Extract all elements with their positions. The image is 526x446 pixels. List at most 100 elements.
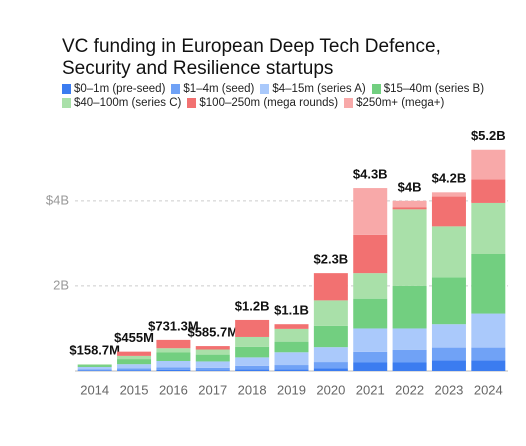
bar-segment <box>274 365 309 370</box>
x-tick-label: 2021 <box>356 382 385 397</box>
y-tick-label: 2B <box>53 277 69 292</box>
total-label: $158.7M <box>69 343 120 358</box>
bar-segment <box>471 313 506 348</box>
bar-segment <box>156 339 191 349</box>
bar-segment <box>471 202 506 254</box>
total-label: $585.7M <box>187 325 238 340</box>
total-label: $4B <box>398 179 422 194</box>
bar-segment <box>117 359 152 365</box>
bar-segment <box>353 298 388 329</box>
legend-swatch <box>187 98 197 108</box>
bar-segment <box>471 149 506 180</box>
bar-segment <box>313 347 348 363</box>
legend-item: $0–1m (pre-seed) <box>62 83 165 95</box>
bar-segment <box>471 254 506 314</box>
legend: $0–1m (pre-seed) $1–4m (seed) $4–15m (seri… <box>62 83 502 109</box>
legend-item: $100–250m (mega rounds) <box>187 97 338 109</box>
legend-swatch <box>371 84 381 94</box>
legend-item: $15–40m (series B) <box>371 83 484 95</box>
bar-segment <box>117 368 152 371</box>
legend-label: $4–15m (series A) <box>272 83 366 95</box>
bar-segment <box>77 364 112 366</box>
total-label: $4.2B <box>432 171 467 186</box>
bar-segment <box>392 209 427 286</box>
legend-swatch <box>344 98 354 108</box>
legend-item: $4–15m (series A) <box>260 83 366 95</box>
x-tick-label: 2017 <box>198 382 227 397</box>
bar-segment <box>117 364 152 369</box>
bar-segment <box>235 357 270 366</box>
legend-swatch <box>171 84 181 94</box>
chart-title: VC funding in European Deep Tech Defence… <box>62 36 441 79</box>
legend-swatch <box>260 84 270 94</box>
bar-segment <box>195 367 230 371</box>
bar-segment <box>274 352 309 366</box>
bar-segment <box>471 179 506 203</box>
bar-segment <box>313 368 348 371</box>
total-label: $455M <box>114 330 154 345</box>
legend-label: $40–100m (series C) <box>74 97 182 109</box>
bar-segment <box>353 234 388 274</box>
bar-segment <box>195 349 230 355</box>
bar-segment <box>353 273 388 299</box>
bar-segment <box>235 346 270 358</box>
legend-label: $100–250m (mega rounds) <box>199 97 339 109</box>
bar-segment <box>353 351 388 363</box>
x-tick-label: 2019 <box>277 382 306 397</box>
x-tick-label: 2020 <box>316 382 345 397</box>
bar-segment <box>274 328 309 342</box>
bar-segment <box>77 369 112 371</box>
bar-segment <box>195 346 230 350</box>
bar-segment <box>235 319 270 337</box>
bar-segment <box>353 188 388 235</box>
total-label: $2.3B <box>314 252 349 267</box>
bar-segment <box>117 370 152 371</box>
total-label: $1.2B <box>235 298 270 313</box>
bar-segment <box>392 285 427 329</box>
legend-label: $0–1m (pre-seed) <box>74 83 166 95</box>
bar-segment <box>195 361 230 368</box>
bar-segment <box>471 347 506 361</box>
x-tick-label: 2014 <box>80 382 109 397</box>
legend-label: $250m+ (mega+) <box>356 97 445 109</box>
bar-segment <box>235 336 270 347</box>
bar-segment <box>313 325 348 348</box>
x-tick-label: 2016 <box>159 382 188 397</box>
bar-segment <box>156 367 191 370</box>
x-tick-label: 2022 <box>395 382 424 397</box>
legend-item: $40–100m (series C) <box>62 97 181 109</box>
legend-item: $250m+ (mega+) <box>344 97 444 109</box>
total-label: $1.1B <box>274 303 309 318</box>
bar-segment <box>195 354 230 362</box>
bar-segment <box>117 355 152 360</box>
bar-segment <box>431 324 466 348</box>
x-tick-label: 2015 <box>120 382 149 397</box>
bar-segment <box>392 328 427 350</box>
bar-segment <box>235 369 270 371</box>
bar-segment <box>471 360 506 371</box>
x-tick-label: 2024 <box>474 382 503 397</box>
bar-segment <box>117 351 152 356</box>
bar-segment <box>431 277 466 325</box>
bar-segment <box>77 366 112 370</box>
bar-segment <box>392 200 427 208</box>
x-tick-label: 2018 <box>238 382 267 397</box>
bar-segment <box>77 365 112 367</box>
bar-segment <box>431 347 466 361</box>
bar-segment <box>274 341 309 353</box>
x-tick-label: 2023 <box>434 382 463 397</box>
bar-segment <box>235 365 270 370</box>
bar-segment <box>392 362 427 371</box>
bar-segment <box>353 362 388 371</box>
legend-swatch <box>62 98 71 108</box>
bar-segment <box>431 226 466 278</box>
bar-segment <box>431 360 466 371</box>
bar-segment <box>313 300 348 326</box>
total-label: $5.2B <box>471 128 506 143</box>
legend-label: $1–4m (seed) <box>183 83 255 95</box>
bar-segment <box>195 370 230 371</box>
legend-item: $1–4m (seed) <box>171 83 254 95</box>
bar-segment <box>156 352 191 362</box>
